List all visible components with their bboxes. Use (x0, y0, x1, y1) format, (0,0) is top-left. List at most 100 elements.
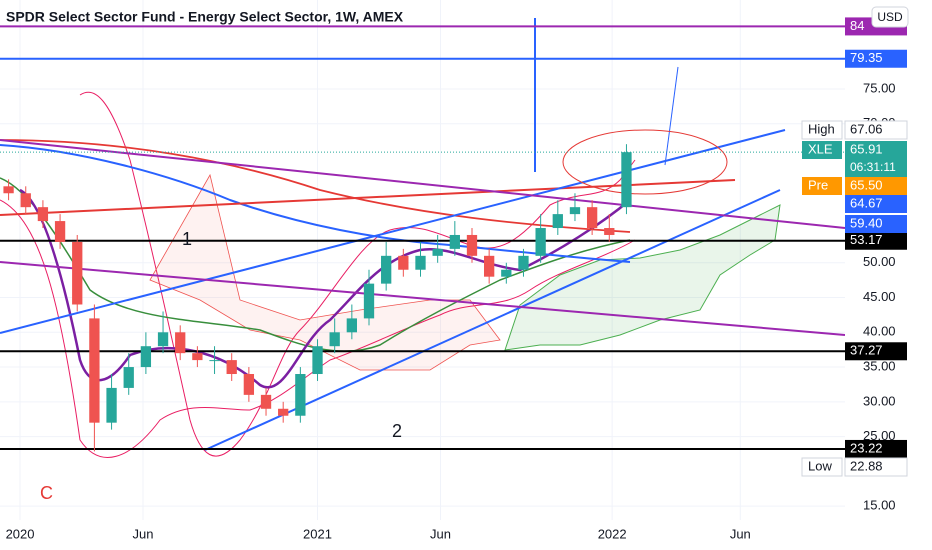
currency-button-bg[interactable] (871, 6, 909, 28)
chart-title: SPDR Select Sector Fund - Energy Select … (6, 9, 404, 25)
level-label: 53.17 (850, 232, 883, 247)
level-label: 37.27 (850, 343, 883, 358)
candle-body (243, 374, 255, 395)
candle-body (552, 214, 563, 229)
y-tick-label: 40.00 (863, 324, 896, 339)
badge-name-bg (802, 177, 842, 195)
trend-line (0, 139, 846, 229)
candle-body (621, 152, 632, 208)
candle-body (54, 221, 66, 242)
y-tick-label: 50.00 (863, 254, 896, 269)
level-label: 79.35 (850, 50, 883, 65)
candle-body (226, 360, 237, 375)
candle-body (3, 186, 14, 194)
y-tick-label: 35.00 (863, 358, 896, 373)
annotation: C (40, 483, 53, 503)
annotation: 2 (392, 421, 402, 441)
badge-value-bg (844, 457, 908, 477)
candle-body (89, 318, 100, 423)
time-axis (0, 520, 845, 550)
badge-value: 59.40 (850, 215, 883, 230)
badge-name-bg (801, 457, 843, 477)
price-badges: High 67.06 XLE 65.91 06:31:11 Pre 65.50 64.67 59… (801, 120, 908, 477)
y-tick-label: 75.00 (863, 80, 896, 95)
badge-value: 22.88 (850, 458, 883, 473)
candle-body (72, 241, 83, 305)
candle-body (37, 207, 49, 222)
badge-timer: 06:31:11 (850, 160, 896, 174)
candle-body (346, 318, 357, 333)
x-tick-label: 2021 (303, 526, 332, 541)
candle-body (329, 332, 340, 347)
badge-name: XLE (808, 141, 833, 156)
highlight-ellipse (562, 129, 728, 195)
candle-body (518, 255, 529, 270)
candle-body (586, 207, 598, 229)
candle-body (432, 248, 443, 256)
candle-body (449, 234, 460, 249)
badge-value-bg (845, 141, 907, 177)
candle-body (415, 255, 426, 270)
x-tick-label: Jun (430, 526, 451, 541)
currency-label[interactable]: USD (877, 10, 903, 24)
y-tick-label: 45.00 (863, 289, 896, 304)
badge-value-bg (845, 215, 907, 233)
candle-body (466, 234, 478, 256)
candle-body (604, 228, 615, 235)
level-badge (845, 439, 907, 458)
candle-body (209, 360, 220, 362)
level-label: 84 (850, 18, 864, 33)
candle-body (192, 353, 203, 361)
cloud-red (149, 173, 501, 371)
candle-body (140, 346, 152, 368)
bollinger-upper (79, 91, 636, 457)
candle-body (363, 283, 375, 319)
trend-line (0, 261, 846, 336)
candle-body (123, 367, 134, 388)
badge-value: 64.67 (850, 195, 883, 210)
level-badge (845, 49, 907, 68)
level-badge (845, 342, 907, 361)
badge-value-bg (845, 195, 907, 213)
candles (3, 144, 632, 452)
x-tick-label: 2020 (6, 526, 35, 541)
badge-name-bg (802, 141, 842, 159)
ma-red-long (0, 179, 736, 216)
x-tick-label: Jun (133, 526, 154, 541)
y-tick-label: 30.00 (863, 393, 896, 408)
badge-value-bg (844, 120, 908, 140)
candle-body (569, 207, 581, 215)
candle-body (295, 374, 306, 416)
currency-button[interactable]: USD (871, 6, 909, 28)
badge-value: 67.06 (850, 121, 883, 136)
candle-body (381, 255, 392, 284)
candle-body (157, 332, 169, 347)
candle-body (106, 387, 117, 423)
candle-body (501, 269, 512, 277)
candle-body (175, 332, 186, 354)
badge-name: Pre (808, 177, 828, 192)
ma-red (0, 139, 631, 233)
candle-body (20, 193, 31, 208)
y-tick-label: 15.00 (863, 498, 896, 513)
candle-body (278, 408, 289, 416)
badge-value: 65.50 (850, 177, 883, 192)
candle-body (312, 346, 323, 375)
candle-body (260, 394, 272, 409)
badge-name: High (808, 121, 835, 136)
level-badge (845, 231, 907, 250)
trend-line (0, 129, 786, 334)
badge-name-bg (801, 120, 843, 140)
candle-body (398, 255, 409, 270)
annotation: 1 (182, 229, 192, 249)
level-label: 23.22 (850, 440, 883, 455)
badge-value-bg (845, 177, 907, 195)
x-tick-label: Jun (730, 526, 751, 541)
y-tick-label: 25.00 (863, 428, 896, 443)
arrow-line (664, 66, 679, 166)
candle-body (484, 255, 495, 277)
badge-value: 65.91 (850, 141, 883, 156)
x-tick-label: 2022 (598, 526, 627, 541)
candle-body (535, 228, 546, 256)
